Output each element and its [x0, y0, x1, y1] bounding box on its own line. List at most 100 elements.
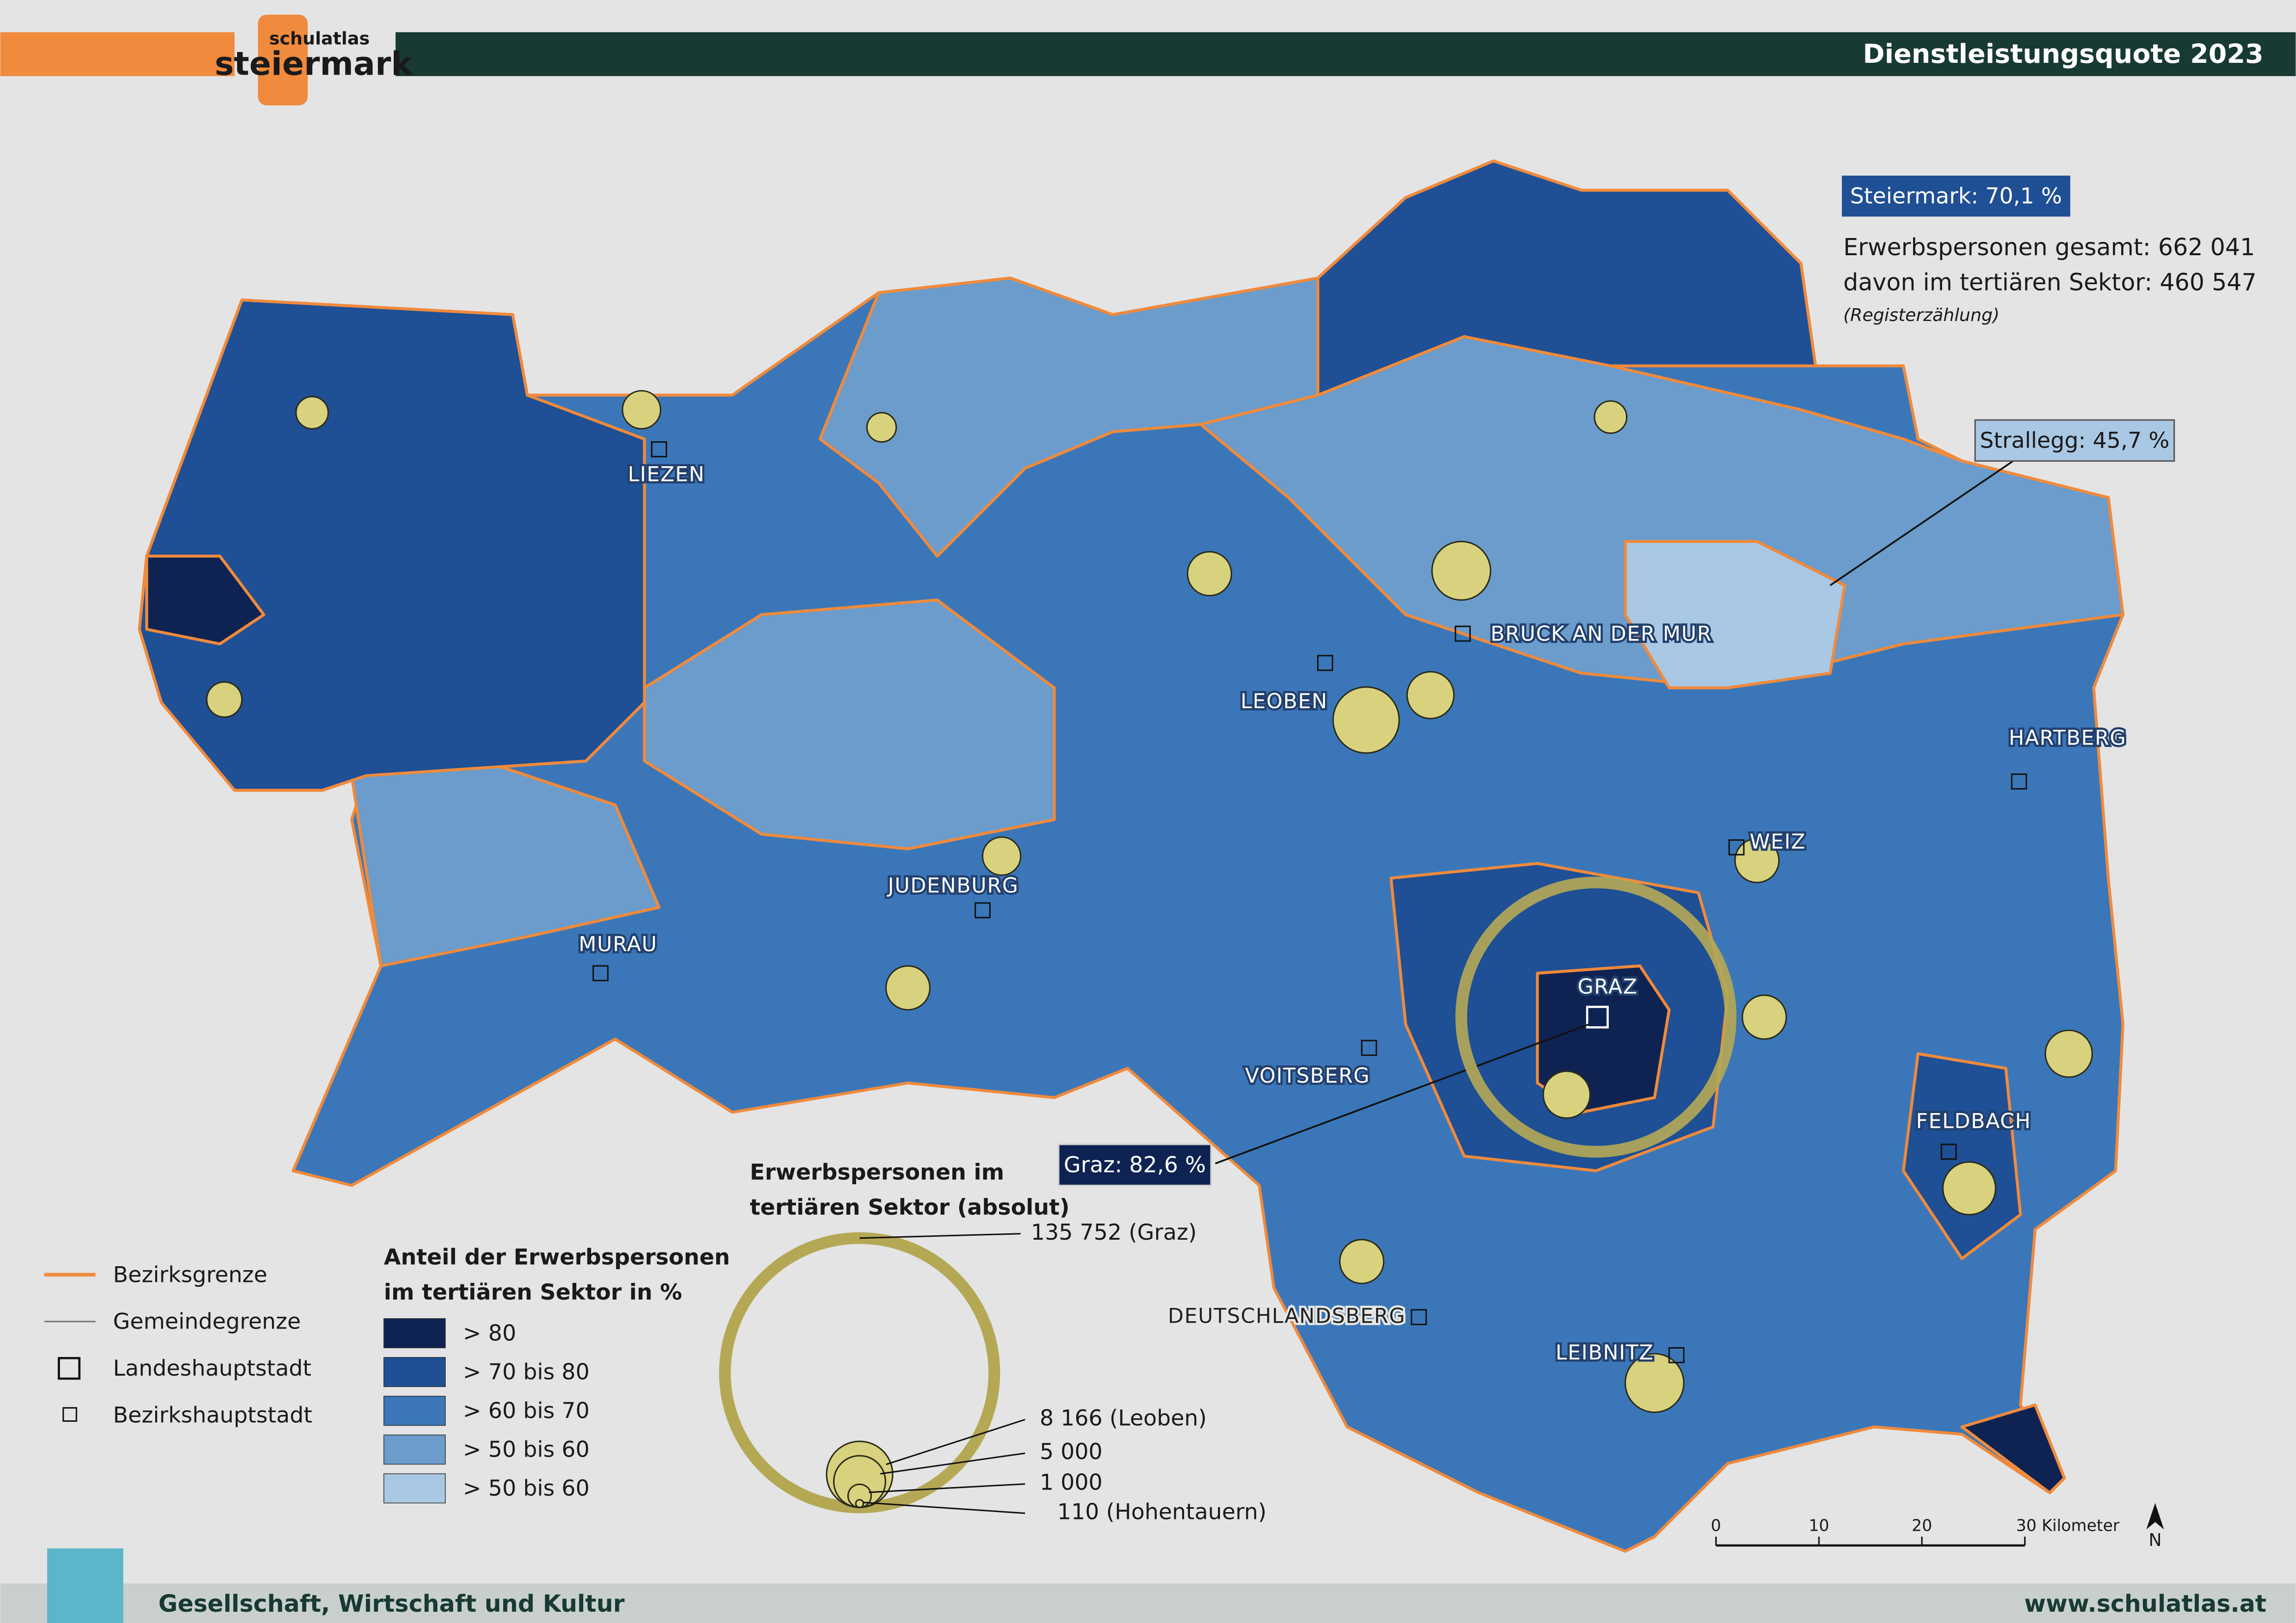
- district-capital: [1941, 1144, 1957, 1160]
- legend-title: im tertiären Sektor in %: [384, 1279, 682, 1305]
- summary-line: Erwerbspersonen gesamt: 662 041: [1843, 234, 2255, 261]
- place-label: LIEZEN: [628, 462, 705, 486]
- class-label: > 50 bis 60: [463, 1475, 590, 1501]
- bubble: [885, 965, 931, 1011]
- footer-icon: [47, 1548, 124, 1623]
- district-capital: [1455, 625, 1471, 642]
- footer-subject: Gesellschaft, Wirtschaft und Kultur: [159, 1591, 625, 1618]
- place-label: LEOBEN: [1241, 689, 1328, 713]
- place-label: JUDENBURG: [887, 874, 1019, 898]
- class-swatch: [383, 1396, 446, 1426]
- class-legend: > 80 > 70 bis 80 > 60 bis 70 > 50 bis 60 > 5…: [383, 1318, 590, 1504]
- bubble: [206, 681, 243, 718]
- scale-bar: 0 10 20 30 Kilometer: [1711, 1517, 2120, 1547]
- class-label: > 70 bis 80: [463, 1359, 590, 1385]
- district-area: [137, 298, 646, 792]
- district-area: [1316, 160, 1817, 397]
- district-area: [643, 598, 1056, 851]
- bubble: [295, 396, 329, 430]
- bubble: [2044, 1029, 2093, 1078]
- leader-line: [868, 1483, 1026, 1493]
- state-value: Steiermark: 70,1 %: [1850, 183, 2062, 209]
- place-label: HARTBERG: [2009, 725, 2127, 749]
- district-capital: [1668, 1347, 1685, 1363]
- header-bar: [395, 32, 2296, 77]
- district-area: [1623, 540, 1846, 690]
- scale-label: 20: [1912, 1517, 1932, 1535]
- bubble: [1942, 1161, 1997, 1216]
- callout-label: Strallegg: 45,7 %: [1980, 427, 2169, 453]
- class-swatch: [383, 1357, 446, 1387]
- header-title: Dienstleistungsquote 2023: [1863, 38, 2264, 69]
- legend-title: Anteil der Erwerbspersonen: [384, 1244, 730, 1270]
- bubble: [621, 390, 661, 430]
- north-label: N: [2149, 1530, 2162, 1550]
- leader-line: [863, 1501, 1026, 1514]
- class-swatch: [383, 1473, 446, 1504]
- place-label: FELDBACH: [1916, 1109, 2031, 1133]
- bubble: [1594, 400, 1628, 434]
- leader-line: [880, 1452, 1026, 1475]
- summary-line: davon im tertiären Sektor: 460 547: [1843, 269, 2257, 296]
- place-label: WEIZ: [1750, 829, 1806, 853]
- symbols: [206, 390, 2093, 1413]
- leader-line: [1830, 460, 2014, 586]
- logo-mark: [258, 14, 308, 106]
- bubble: [866, 412, 897, 443]
- legend-circle-label: 135 752 (Graz): [1031, 1219, 1197, 1245]
- bubble: [1624, 1353, 1685, 1413]
- map: [137, 160, 2125, 1553]
- logo-bottom: steiermark: [215, 45, 413, 82]
- place-label: DEUTSCHLANDSBERG: [1168, 1304, 1405, 1328]
- bubble: [1542, 1070, 1591, 1119]
- district-capital: [1728, 839, 1745, 855]
- district-capital: [592, 965, 609, 982]
- scale-label: 0: [1711, 1517, 1721, 1535]
- leader-line: [886, 1419, 1026, 1465]
- class-swatch: [383, 1435, 446, 1465]
- scale-label: 30 Kilometer: [2016, 1517, 2120, 1535]
- graz-ring: [1455, 877, 1737, 1158]
- district-capital: [1361, 1039, 1378, 1056]
- place-label: LEIBNITZ: [1556, 1340, 1654, 1364]
- summary-box: [1841, 175, 2071, 217]
- callout-box: [1974, 419, 2175, 462]
- place-label: BRUCK AN DER MUR: [1490, 622, 1712, 646]
- leader-line: [1215, 1023, 1589, 1165]
- leader-line: [860, 1233, 1021, 1239]
- callout-label: Graz: 82,6 %: [1064, 1152, 1206, 1178]
- state-capital: [1586, 1006, 1609, 1029]
- class-label: > 60 bis 70: [463, 1398, 590, 1424]
- bubble: [1406, 671, 1455, 719]
- district-capital: [974, 902, 991, 919]
- district-capital: [1410, 1309, 1427, 1326]
- places: LIEZEN BRUCK AN DER MUR LEOBEN HARTBERG …: [576, 441, 2128, 1366]
- logo-top: schulatlas: [269, 29, 370, 49]
- district-capital: [2011, 773, 2027, 790]
- class-label: > 80: [463, 1320, 516, 1346]
- summary-note: (Registerzählung): [1843, 305, 1999, 325]
- footer-url: www.schulatlas.at: [2024, 1591, 2266, 1618]
- legend-circle: [855, 1499, 864, 1508]
- legend-label: Bezirksgrenze: [113, 1261, 267, 1287]
- scale-label: 10: [1809, 1517, 1829, 1535]
- bubble: [1741, 994, 1787, 1040]
- symbol-legend: 135 752 (Graz) 8 166 (Leoben) 5 000 1 000 11…: [719, 1219, 1267, 1524]
- bubble: [1431, 540, 1491, 601]
- legend-swatch: [57, 1357, 81, 1380]
- legend-label: Landeshauptstadt: [113, 1355, 311, 1381]
- legend-circle-label: 1 000: [1040, 1469, 1103, 1495]
- class-swatch: [383, 1318, 446, 1349]
- district-area: [145, 555, 266, 646]
- place-label: GRAZ: [1577, 974, 1638, 998]
- legend-swatch: [62, 1407, 78, 1422]
- place-label: VOITSBERG: [1245, 1064, 1370, 1088]
- legend-circle-label: 8 166 (Leoben): [1040, 1405, 1207, 1431]
- bubble: [1187, 551, 1232, 597]
- bubble: [982, 836, 1022, 876]
- class-label: > 50 bis 60: [463, 1437, 590, 1463]
- bubble: [1734, 838, 1780, 883]
- leoben-bubble: [1332, 686, 1400, 754]
- legend-circle-label: 110 (Hohentauern): [1057, 1498, 1267, 1524]
